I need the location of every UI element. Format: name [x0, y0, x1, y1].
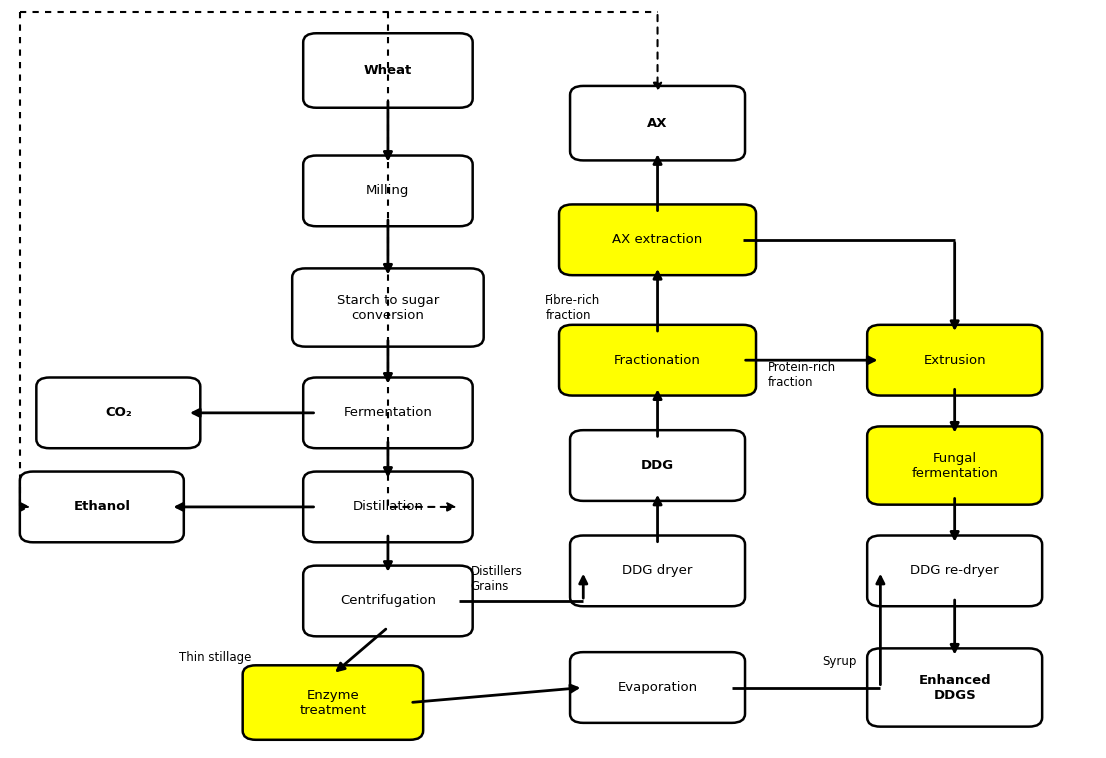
Text: DDG: DDG	[641, 459, 674, 472]
FancyBboxPatch shape	[867, 325, 1042, 396]
Text: Fractionation: Fractionation	[614, 354, 701, 367]
Text: Centrifugation: Centrifugation	[340, 594, 436, 607]
Text: AX: AX	[647, 117, 668, 130]
Text: Enhanced
DDGS: Enhanced DDGS	[918, 674, 991, 701]
FancyBboxPatch shape	[570, 431, 745, 501]
FancyBboxPatch shape	[36, 377, 200, 448]
Text: Thin stillage: Thin stillage	[179, 651, 251, 664]
FancyBboxPatch shape	[570, 86, 745, 161]
Text: Fibre-rich
fraction: Fibre-rich fraction	[545, 293, 601, 321]
FancyBboxPatch shape	[559, 325, 757, 396]
Text: Enzyme
treatment: Enzyme treatment	[300, 688, 366, 716]
FancyBboxPatch shape	[867, 535, 1042, 606]
Text: AX extraction: AX extraction	[613, 233, 702, 246]
Text: DDG re-dryer: DDG re-dryer	[910, 565, 999, 578]
Text: Evaporation: Evaporation	[617, 681, 698, 694]
FancyBboxPatch shape	[292, 268, 483, 346]
Text: Extrusion: Extrusion	[924, 354, 985, 367]
FancyBboxPatch shape	[303, 471, 472, 542]
Text: Wheat: Wheat	[364, 64, 413, 77]
FancyBboxPatch shape	[20, 471, 184, 542]
FancyBboxPatch shape	[303, 565, 472, 636]
FancyBboxPatch shape	[242, 666, 424, 740]
Text: Fungal
fermentation: Fungal fermentation	[911, 452, 998, 480]
FancyBboxPatch shape	[303, 33, 472, 108]
Text: Distillation: Distillation	[353, 500, 424, 513]
FancyBboxPatch shape	[303, 377, 472, 448]
FancyBboxPatch shape	[867, 648, 1042, 727]
Text: Milling: Milling	[366, 184, 409, 197]
FancyBboxPatch shape	[559, 205, 757, 275]
Text: Starch to sugar
conversion: Starch to sugar conversion	[337, 293, 439, 321]
FancyBboxPatch shape	[570, 535, 745, 606]
Text: DDG dryer: DDG dryer	[623, 565, 692, 578]
Text: Ethanol: Ethanol	[73, 500, 131, 513]
Text: CO₂: CO₂	[105, 406, 132, 419]
FancyBboxPatch shape	[303, 155, 472, 226]
FancyBboxPatch shape	[570, 652, 745, 723]
Text: Protein-rich
fraction: Protein-rich fraction	[768, 362, 836, 390]
FancyBboxPatch shape	[867, 427, 1042, 505]
Text: Syrup: Syrup	[823, 655, 857, 668]
Text: Distillers
Grains: Distillers Grains	[470, 565, 522, 594]
Text: Fermentation: Fermentation	[344, 406, 432, 419]
